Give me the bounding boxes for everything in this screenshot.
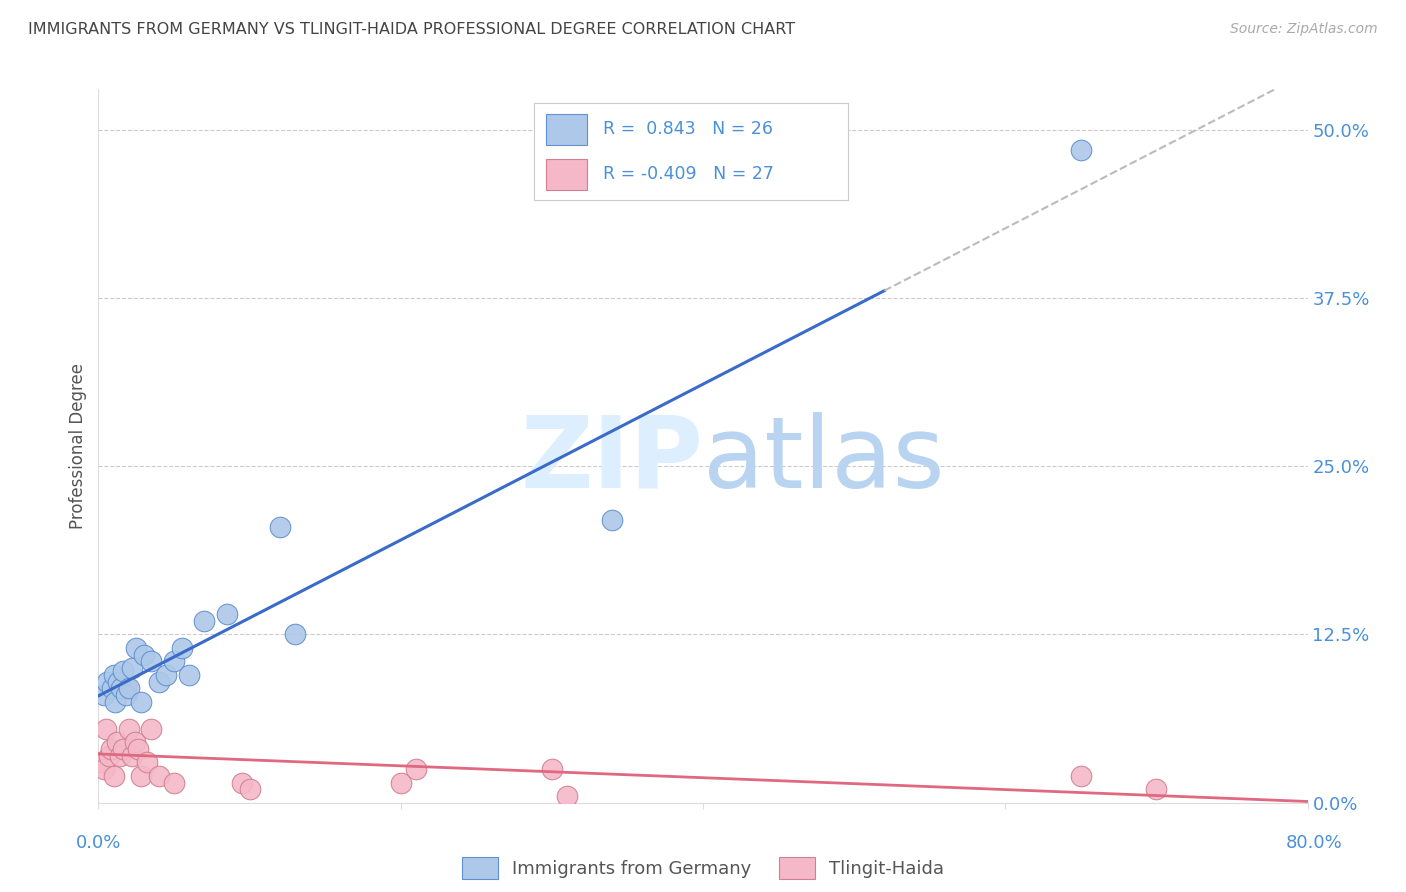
Point — [93, 762, 115, 776]
Point — [231, 775, 253, 789]
Point — [148, 769, 170, 783]
Point — [193, 614, 215, 628]
Point — [405, 762, 427, 776]
Point — [96, 674, 118, 689]
Text: Source: ZipAtlas.com: Source: ZipAtlas.com — [1230, 22, 1378, 37]
Point — [111, 742, 134, 756]
Point — [284, 627, 307, 641]
Point — [125, 640, 148, 655]
Point — [170, 640, 193, 655]
Point — [239, 782, 262, 797]
Point — [179, 668, 201, 682]
Point — [129, 695, 152, 709]
Point — [121, 748, 143, 763]
Y-axis label: Professional Degree: Professional Degree — [69, 363, 87, 529]
Point — [135, 756, 157, 770]
Point — [163, 655, 186, 669]
Point — [114, 681, 136, 696]
Point — [541, 762, 564, 776]
Point — [104, 695, 127, 709]
Text: atlas: atlas — [703, 412, 945, 508]
Point — [98, 748, 121, 763]
Point — [108, 748, 131, 763]
Point — [215, 607, 238, 622]
Point — [1070, 143, 1092, 157]
Point — [1070, 769, 1092, 783]
Point — [90, 756, 112, 770]
Point — [141, 722, 163, 736]
Point — [111, 664, 134, 678]
Point — [100, 742, 122, 756]
Legend: Immigrants from Germany, Tlingit-Haida: Immigrants from Germany, Tlingit-Haida — [454, 850, 952, 887]
Point — [124, 735, 146, 749]
Text: 0.0%: 0.0% — [76, 834, 121, 852]
Point — [389, 775, 412, 789]
Point — [118, 722, 141, 736]
Point — [163, 775, 186, 789]
Point — [148, 674, 170, 689]
Point — [127, 742, 149, 756]
Point — [141, 655, 163, 669]
Text: IMMIGRANTS FROM GERMANY VS TLINGIT-HAIDA PROFESSIONAL DEGREE CORRELATION CHART: IMMIGRANTS FROM GERMANY VS TLINGIT-HAIDA… — [28, 22, 796, 37]
Point — [129, 769, 152, 783]
Point — [103, 769, 125, 783]
Point — [114, 688, 136, 702]
Point — [103, 668, 125, 682]
Point — [555, 789, 578, 803]
Point — [94, 722, 117, 736]
Point — [1146, 782, 1168, 797]
Point — [101, 681, 124, 696]
Point — [107, 674, 129, 689]
Point — [269, 520, 291, 534]
Point — [132, 648, 155, 662]
Point — [155, 668, 177, 682]
Text: 80.0%: 80.0% — [1286, 834, 1343, 852]
Point — [118, 681, 141, 696]
Point — [93, 688, 115, 702]
Point — [110, 681, 132, 696]
Point — [602, 513, 624, 527]
Point — [105, 735, 128, 749]
Text: ZIP: ZIP — [520, 412, 703, 508]
Point — [121, 661, 143, 675]
